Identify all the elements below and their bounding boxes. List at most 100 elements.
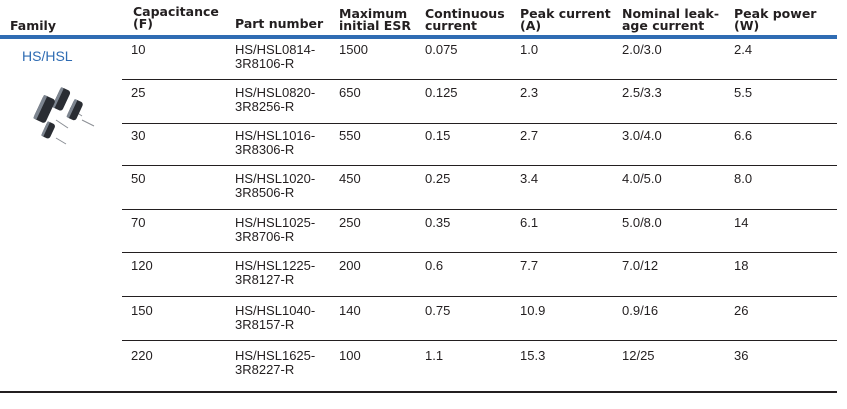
header-family: Family [10, 18, 56, 33]
part-number-line2: 3R8106-R [235, 56, 295, 71]
cell-continuous-current: 0.35 [425, 215, 451, 230]
header-divider [0, 35, 837, 39]
cell-peak-power: 5.5 [734, 85, 753, 100]
part-number-line1: HS/HSL0820- [235, 85, 316, 100]
cell-continuous-current: 0.25 [425, 171, 451, 186]
cell-leakage-current: 4.0/5.0 [622, 171, 662, 186]
cell-esr: 550 [339, 128, 361, 143]
cell-part-number: HS/HSL1040- 3R8157-R [235, 304, 315, 332]
header-leakage-line2: age current [622, 18, 705, 33]
cell-esr: 650 [339, 85, 361, 100]
row-divider [122, 340, 837, 341]
header-capacitance-line1: Capacitance [133, 4, 219, 19]
part-number-line2: 3R8227-R [235, 362, 295, 377]
cell-part-number: HS/HSL1225- 3R8127-R [235, 259, 315, 287]
cell-peak-current: 2.7 [520, 128, 539, 143]
cell-peak-current: 10.9 [520, 303, 546, 318]
cell-peak-current: 1.0 [520, 42, 539, 57]
part-number-line2: 3R8157-R [235, 317, 295, 332]
cell-esr: 100 [339, 348, 361, 363]
cell-continuous-current: 0.125 [425, 85, 458, 100]
cell-esr: 250 [339, 215, 361, 230]
cell-leakage-current: 7.0/12 [622, 258, 659, 273]
cell-continuous-current: 0.75 [425, 303, 451, 318]
capacitor-4 [41, 121, 67, 145]
header-continuous-line2: current [425, 18, 477, 33]
row-divider [122, 79, 837, 80]
part-number-line1: HS/HSL1040- [235, 303, 316, 318]
capacitor-product-image [33, 87, 95, 145]
capacitor-2 [33, 95, 69, 129]
cell-peak-current: 15.3 [520, 348, 546, 363]
header-esr-line1: Maximum [339, 6, 408, 21]
cell-continuous-current: 0.075 [425, 42, 458, 57]
part-number-line2: 3R8306-R [235, 142, 295, 157]
cell-peak-power: 2.4 [734, 42, 753, 57]
cell-peak-power: 26 [734, 303, 749, 318]
header-leakage-line1: Nominal leak- [622, 6, 720, 21]
cell-peak-current: 7.7 [520, 258, 539, 273]
header-leakage: Nominal leak- age current [622, 6, 720, 33]
part-number-line2: 3R8706-R [235, 229, 295, 244]
part-number-line1: HS/HSL1225- [235, 258, 316, 273]
cell-peak-power: 18 [734, 258, 749, 273]
cell-capacitance: 70 [131, 215, 146, 230]
cell-part-number: HS/HSL1020- 3R8506-R [235, 172, 315, 200]
cell-peak-power: 36 [734, 348, 749, 363]
row-divider [122, 209, 837, 210]
cell-part-number: HS/HSL1025- 3R8706-R [235, 216, 315, 244]
cell-capacitance: 220 [131, 348, 153, 363]
row-divider [122, 165, 837, 166]
cell-continuous-current: 0.6 [425, 258, 444, 273]
header-peak-power: Peak power (W) [734, 6, 817, 33]
header-peak-current: Peak current (A) [520, 7, 611, 33]
row-divider [122, 252, 837, 253]
row-divider [122, 123, 837, 124]
header-peak-current-line2: (A) [520, 18, 542, 33]
cell-leakage-current: 0.9/16 [622, 303, 659, 318]
header-continuous-line1: Continuous [425, 6, 505, 21]
cell-esr: 450 [339, 171, 361, 186]
cell-continuous-current: 1.1 [425, 348, 444, 363]
cell-leakage-current: 3.0/4.0 [622, 128, 662, 143]
part-number-line1: HS/HSL0814- [235, 42, 316, 57]
cell-leakage-current: 2.0/3.0 [622, 42, 662, 57]
cell-capacitance: 120 [131, 258, 153, 273]
part-number-line1: HS/HSL1020- [235, 171, 316, 186]
cell-capacitance: 150 [131, 303, 153, 318]
cell-part-number: HS/HSL1016- 3R8306-R [235, 129, 315, 157]
cell-part-number: HS/HSL0814- 3R8106-R [235, 43, 315, 71]
header-peak-power-line1: Peak power [734, 6, 817, 21]
header-capacitance: Capacitance (F) [133, 4, 219, 31]
cell-part-number: HS/HSL1625- 3R8227-R [235, 349, 315, 377]
cell-capacitance: 10 [131, 42, 146, 57]
cell-capacitance: 50 [131, 171, 146, 186]
part-number-line2: 3R8506-R [235, 185, 295, 200]
cell-esr: 200 [339, 258, 361, 273]
header-continuous: Continuous current [425, 6, 505, 33]
cell-capacitance: 30 [131, 128, 146, 143]
capacitor-3 [66, 99, 95, 127]
cell-leakage-current: 12/25 [622, 348, 655, 363]
header-capacitance-line2: (F) [133, 16, 153, 31]
cell-leakage-current: 5.0/8.0 [622, 215, 662, 230]
cell-part-number: HS/HSL0820- 3R8256-R [235, 86, 315, 114]
cell-leakage-current: 2.5/3.3 [622, 85, 662, 100]
part-number-line2: 3R8256-R [235, 99, 295, 114]
part-number-line1: HS/HSL1016- [235, 128, 316, 143]
cell-peak-current: 6.1 [520, 215, 539, 230]
cell-peak-power: 8.0 [734, 171, 753, 186]
cell-esr: 140 [339, 303, 361, 318]
header-peak-power-line2: (W) [734, 18, 760, 33]
cell-peak-power: 14 [734, 215, 749, 230]
part-number-line1: HS/HSL1025- [235, 215, 316, 230]
cell-peak-power: 6.6 [734, 128, 753, 143]
header-esr-line2: initial ESR [339, 18, 411, 33]
cell-peak-current: 3.4 [520, 171, 539, 186]
header-esr: Maximum initial ESR [339, 6, 411, 33]
cell-peak-current: 2.3 [520, 85, 539, 100]
cell-esr: 1500 [339, 42, 368, 57]
cell-capacitance: 25 [131, 85, 146, 100]
part-number-line2: 3R8127-R [235, 272, 295, 287]
family-name: HS/HSL [22, 48, 73, 64]
